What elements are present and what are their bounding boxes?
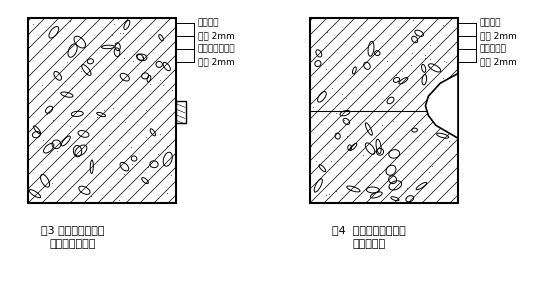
Text: 处理蜂窝、孔洞: 处理蜂窝、孔洞	[49, 239, 96, 249]
Text: 蜂窝、孔洞: 蜂窝、孔洞	[353, 239, 386, 249]
Bar	[28, 18, 176, 203]
Text: 素灰 2mm: 素灰 2mm	[198, 57, 235, 66]
Text: 水泥沙浆: 水泥沙浆	[480, 19, 502, 28]
Polygon shape	[426, 74, 458, 138]
Text: 素灰 2mm: 素灰 2mm	[480, 57, 517, 66]
Bar	[310, 18, 458, 203]
Text: 图4  混凝土描实法处理: 图4 混凝土描实法处理	[332, 225, 406, 235]
Text: 素灰 2mm: 素灰 2mm	[480, 31, 517, 40]
Text: 素灰 2mm: 素灰 2mm	[198, 31, 235, 40]
Polygon shape	[176, 101, 186, 123]
Text: 水泥沙浆: 水泥沙浆	[198, 19, 220, 28]
Text: 图3 水泥砂浆捣实法: 图3 水泥砂浆捣实法	[41, 225, 104, 235]
Text: 干硬性水泥沙浆: 干硬性水泥沙浆	[198, 45, 236, 54]
Text: 细石混凝土: 细石混凝土	[480, 45, 507, 54]
Bar	[28, 18, 176, 203]
Bar	[310, 18, 458, 203]
